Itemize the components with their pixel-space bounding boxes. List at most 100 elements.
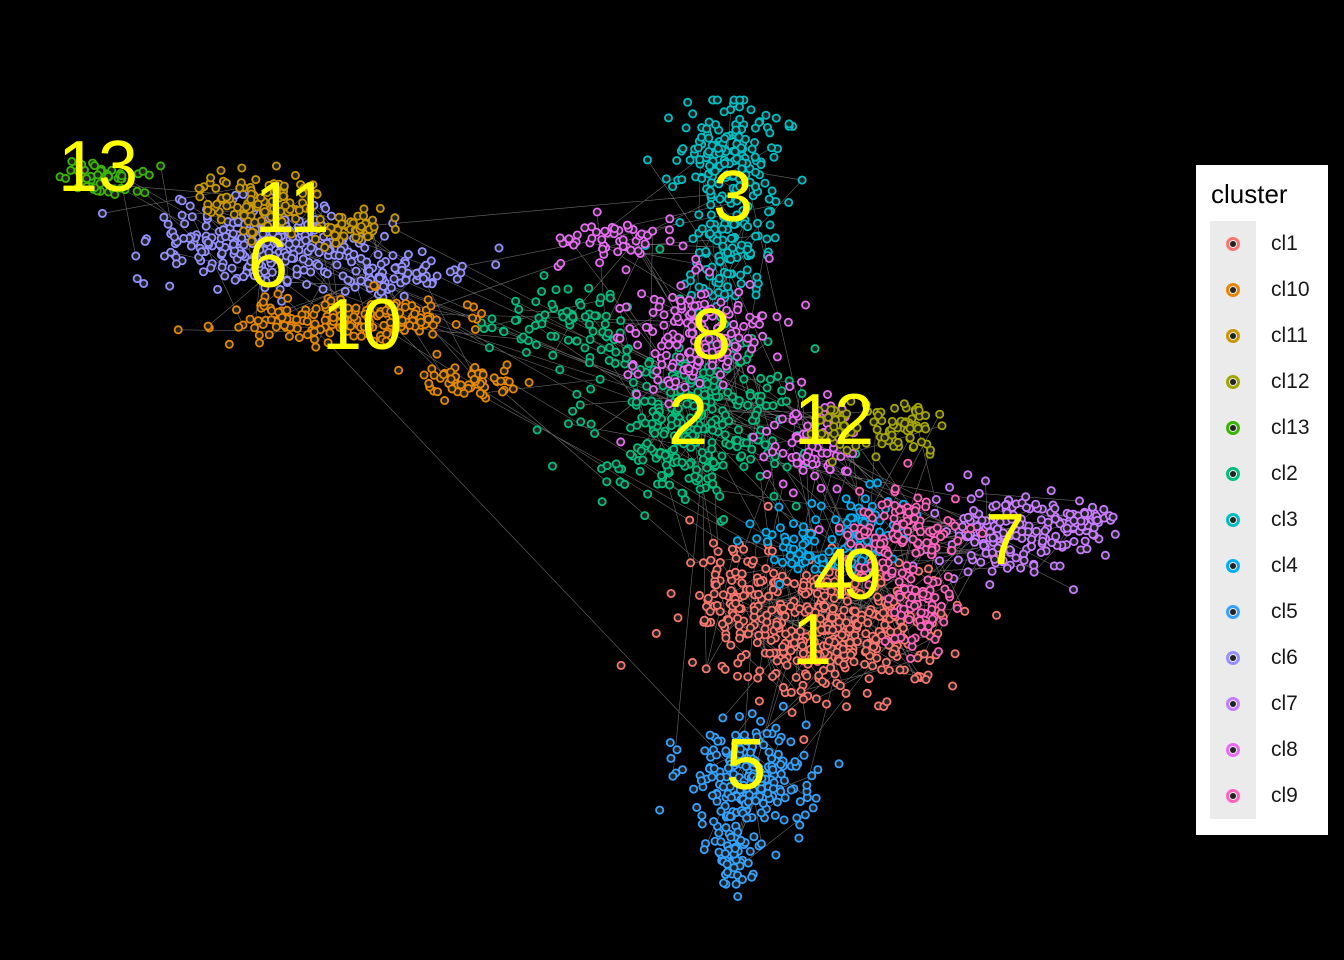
point-cl10	[432, 387, 442, 397]
point-cl2	[621, 353, 631, 363]
point-cl8	[755, 319, 765, 329]
point-cl2	[644, 358, 654, 368]
point-cl2	[666, 421, 676, 431]
point-cl2	[616, 316, 626, 326]
point-cl8	[733, 305, 743, 315]
point-cl2	[717, 451, 727, 461]
cluster-label-10: 10	[322, 285, 402, 365]
point-cl1	[860, 659, 870, 669]
point-cl7	[1069, 585, 1079, 595]
point-cl9	[880, 564, 890, 574]
point-cl1	[713, 547, 723, 557]
point-cl8	[659, 320, 669, 330]
point-cl11	[194, 183, 204, 193]
point-cl5	[774, 736, 784, 746]
point-cl9	[890, 500, 900, 510]
point-cl9	[921, 502, 931, 512]
point-cl8	[667, 362, 677, 372]
point-cl3	[761, 110, 771, 120]
point-cl1	[919, 649, 929, 659]
point-cl2	[586, 384, 596, 394]
point-cl4	[811, 515, 821, 525]
point-cl6	[334, 251, 344, 261]
point-cl1	[809, 637, 819, 647]
legend-swatch-cl2	[1226, 467, 1240, 481]
point-cl10	[302, 330, 312, 340]
point-cl1	[882, 697, 892, 707]
point-cl3	[771, 113, 781, 123]
point-cl5	[689, 784, 699, 794]
point-cl1	[842, 702, 852, 712]
point-cl6	[97, 208, 107, 218]
point-cl8	[618, 241, 628, 251]
point-cl5	[705, 730, 715, 740]
point-cl9	[880, 636, 890, 646]
point-cl6	[233, 217, 243, 227]
point-cl10	[470, 324, 480, 334]
point-cl2	[636, 446, 646, 456]
point-cl9	[924, 621, 934, 631]
point-cl5	[807, 771, 817, 781]
point-cl2	[537, 319, 547, 329]
point-cl2	[499, 327, 509, 337]
point-cl8	[729, 319, 739, 329]
point-cl7	[1080, 536, 1090, 546]
point-cl1	[791, 672, 801, 682]
point-cl1	[799, 735, 809, 745]
point-cl10	[451, 319, 461, 329]
point-cl8	[625, 323, 635, 333]
point-cl3	[675, 217, 685, 227]
legend-label-cl13: cl13	[1271, 416, 1310, 439]
point-cl10	[496, 376, 506, 386]
point-cl4	[761, 527, 771, 537]
point-cl10	[469, 374, 479, 384]
point-cl2	[622, 345, 632, 355]
point-cl10	[284, 331, 294, 341]
point-cl10	[245, 314, 255, 324]
point-cl8	[798, 465, 808, 475]
point-cl3	[664, 113, 674, 123]
point-cl13	[156, 161, 166, 171]
point-cl6	[169, 232, 179, 242]
point-cl3	[765, 128, 775, 138]
point-cl5	[708, 791, 718, 801]
point-cl2	[510, 315, 520, 325]
point-cl1	[733, 613, 743, 623]
point-cl9	[934, 647, 944, 657]
point-cl1	[688, 657, 698, 667]
legend-entry-cl9: cl9	[1210, 773, 1330, 819]
point-cl10	[264, 330, 274, 340]
point-cl10	[311, 342, 321, 352]
point-cl2	[604, 355, 614, 365]
point-cl3	[706, 200, 716, 210]
point-cl12	[921, 424, 931, 434]
point-cl1	[720, 664, 730, 674]
point-cl10	[446, 374, 456, 384]
legend-swatch-cl5	[1226, 605, 1240, 619]
point-cl3	[685, 155, 695, 165]
point-cl2	[746, 454, 756, 464]
point-cl3	[704, 133, 714, 143]
point-cl2	[631, 397, 641, 407]
point-cl1	[832, 647, 842, 657]
point-cl6	[362, 257, 372, 267]
point-cl3	[672, 155, 682, 165]
legend-entry-cl12: cl12	[1210, 359, 1330, 405]
point-cl8	[556, 258, 566, 268]
point-cl6	[306, 267, 316, 277]
point-cl10	[231, 305, 241, 315]
point-cl2	[640, 396, 650, 406]
point-cl7	[958, 522, 968, 532]
point-cl6	[376, 259, 386, 269]
point-cl9	[897, 568, 907, 578]
point-cl1	[736, 652, 746, 662]
point-cl9	[903, 526, 913, 536]
point-cl9	[936, 532, 946, 542]
point-cl4	[798, 522, 808, 532]
point-cl11	[216, 215, 226, 225]
legend-label-cl9: cl9	[1271, 784, 1298, 807]
point-cl3	[704, 117, 714, 127]
point-cl3	[751, 167, 761, 177]
point-cl5	[722, 859, 732, 869]
